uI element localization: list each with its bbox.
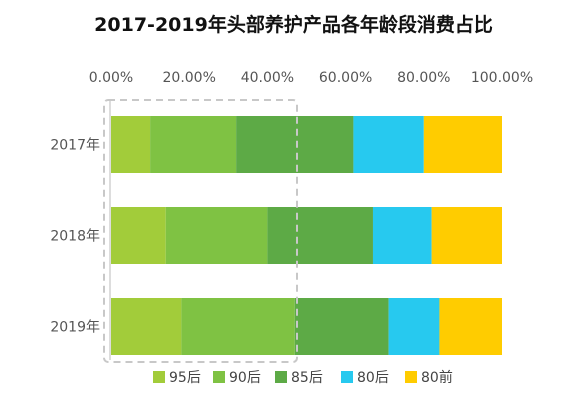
x-tick-label: 100.00% [471,70,533,86]
bar-segment [111,207,166,264]
legend-item: 80后 [341,370,389,386]
x-tick-label: 20.00% [163,70,216,86]
legend-label: 90后 [229,370,261,386]
bar-segment [181,298,295,355]
legend-swatch [213,371,225,383]
bar-segment [150,116,237,173]
legend-label: 85后 [291,370,323,386]
bars [111,116,502,355]
legend-swatch [341,371,353,383]
legend-label: 95后 [169,370,201,386]
x-axis-ticks: 0.00% 20.00% 40.00% 60.00% 80.00% 100.00% [89,70,533,86]
legend-swatch [275,371,287,383]
category-label: 2017年 [50,138,100,154]
x-tick-label: 80.00% [397,70,450,86]
legend-swatch [405,371,417,383]
category-labels: 2017年 2018年 2019年 [50,138,100,336]
bar-segment [423,116,502,173]
category-label: 2018年 [50,229,100,245]
bar-segment [372,207,432,264]
legend-item: 85后 [275,370,323,386]
bar-segment [294,298,389,355]
bar-segment [267,207,373,264]
legend-item: 95后 [153,370,201,386]
bar-segment [431,207,502,264]
legend-item: 90后 [213,370,261,386]
bar-segment [236,116,354,173]
x-tick-label: 0.00% [89,70,133,86]
legend-swatch [153,371,165,383]
bar-segment [439,298,502,355]
chart-title: 2017-2019年头部养护产品各年龄段消费占比 [94,14,493,36]
legend-label: 80后 [357,370,389,386]
bar-segment [111,116,151,173]
category-label: 2019年 [50,320,100,336]
bar-segment [111,298,182,355]
x-tick-label: 40.00% [241,70,294,86]
bar-segment [165,207,268,264]
x-tick-label: 60.00% [319,70,372,86]
bar-segment [353,116,424,173]
highlight-box [103,99,298,363]
legend: 95后 90后 85后 80后 80前 [153,369,453,386]
bar-segment [388,298,440,355]
legend-label: 80前 [421,369,453,386]
legend-item: 80前 [405,369,453,386]
